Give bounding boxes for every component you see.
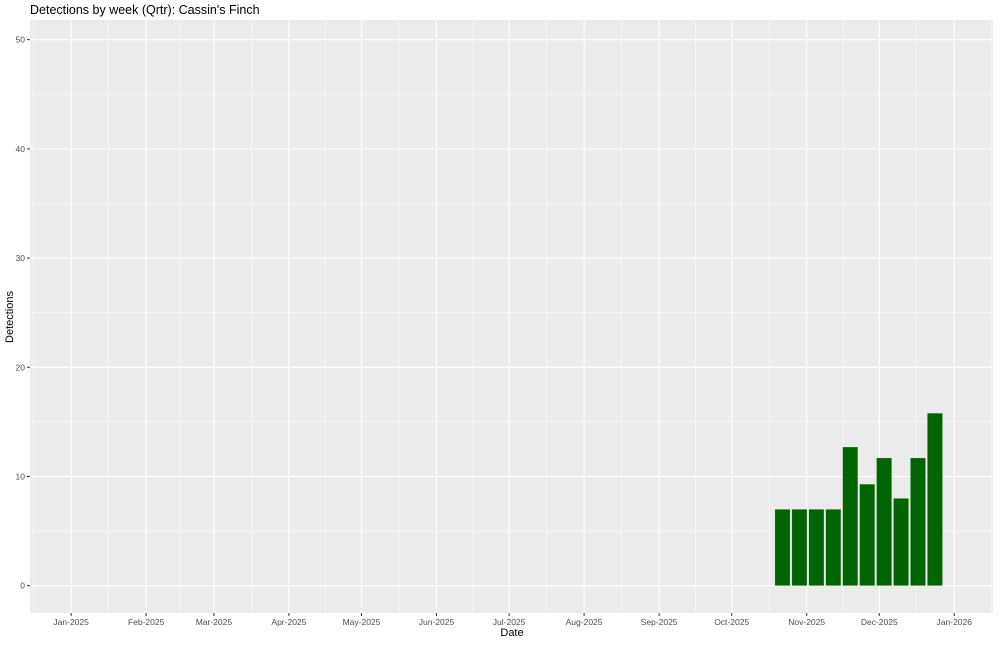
x-tick-label: Jan-2026 — [937, 617, 973, 627]
x-tick-label: Dec-2025 — [861, 617, 898, 627]
x-tick-label: Nov-2025 — [788, 617, 825, 627]
y-tick-label: 10 — [16, 471, 26, 481]
x-tick-label: Feb-2025 — [128, 617, 165, 627]
bar — [859, 483, 876, 586]
x-tick-label: Sep-2025 — [641, 617, 678, 627]
bar — [791, 509, 808, 586]
axes: 0 10 20 30 40 50 Jan-2025 Feb-2025 Mar-2025 Apr-2… — [16, 35, 973, 627]
chart-title: Detections by week (Qrtr): Cassin's Finc… — [30, 3, 260, 17]
bar — [808, 509, 825, 586]
y-tick-label: 0 — [20, 581, 25, 591]
y-tick-label: 20 — [16, 362, 26, 372]
bar — [774, 509, 791, 586]
y-tick-label: 50 — [16, 35, 26, 45]
y-axis-title: Detections — [4, 291, 16, 343]
x-tick-label: Jun-2025 — [419, 617, 455, 627]
bars — [774, 412, 943, 586]
y-tick-label: 40 — [16, 144, 26, 154]
x-tick-label: May-2025 — [343, 617, 381, 627]
bar — [893, 498, 909, 586]
y-tick-label: 30 — [16, 253, 26, 263]
x-tick-label: Jul-2025 — [493, 617, 526, 627]
x-tick-label: Mar-2025 — [196, 617, 233, 627]
x-tick-label: Apr-2025 — [271, 617, 306, 627]
bar — [910, 457, 926, 586]
bar — [825, 509, 842, 586]
bar — [927, 412, 943, 586]
x-axis-title: Date — [500, 627, 523, 639]
bar — [842, 446, 859, 586]
bar — [876, 457, 892, 586]
x-tick-label: Aug-2025 — [566, 617, 603, 627]
x-tick-label: Oct-2025 — [714, 617, 749, 627]
x-tick-label: Jan-2025 — [53, 617, 89, 627]
